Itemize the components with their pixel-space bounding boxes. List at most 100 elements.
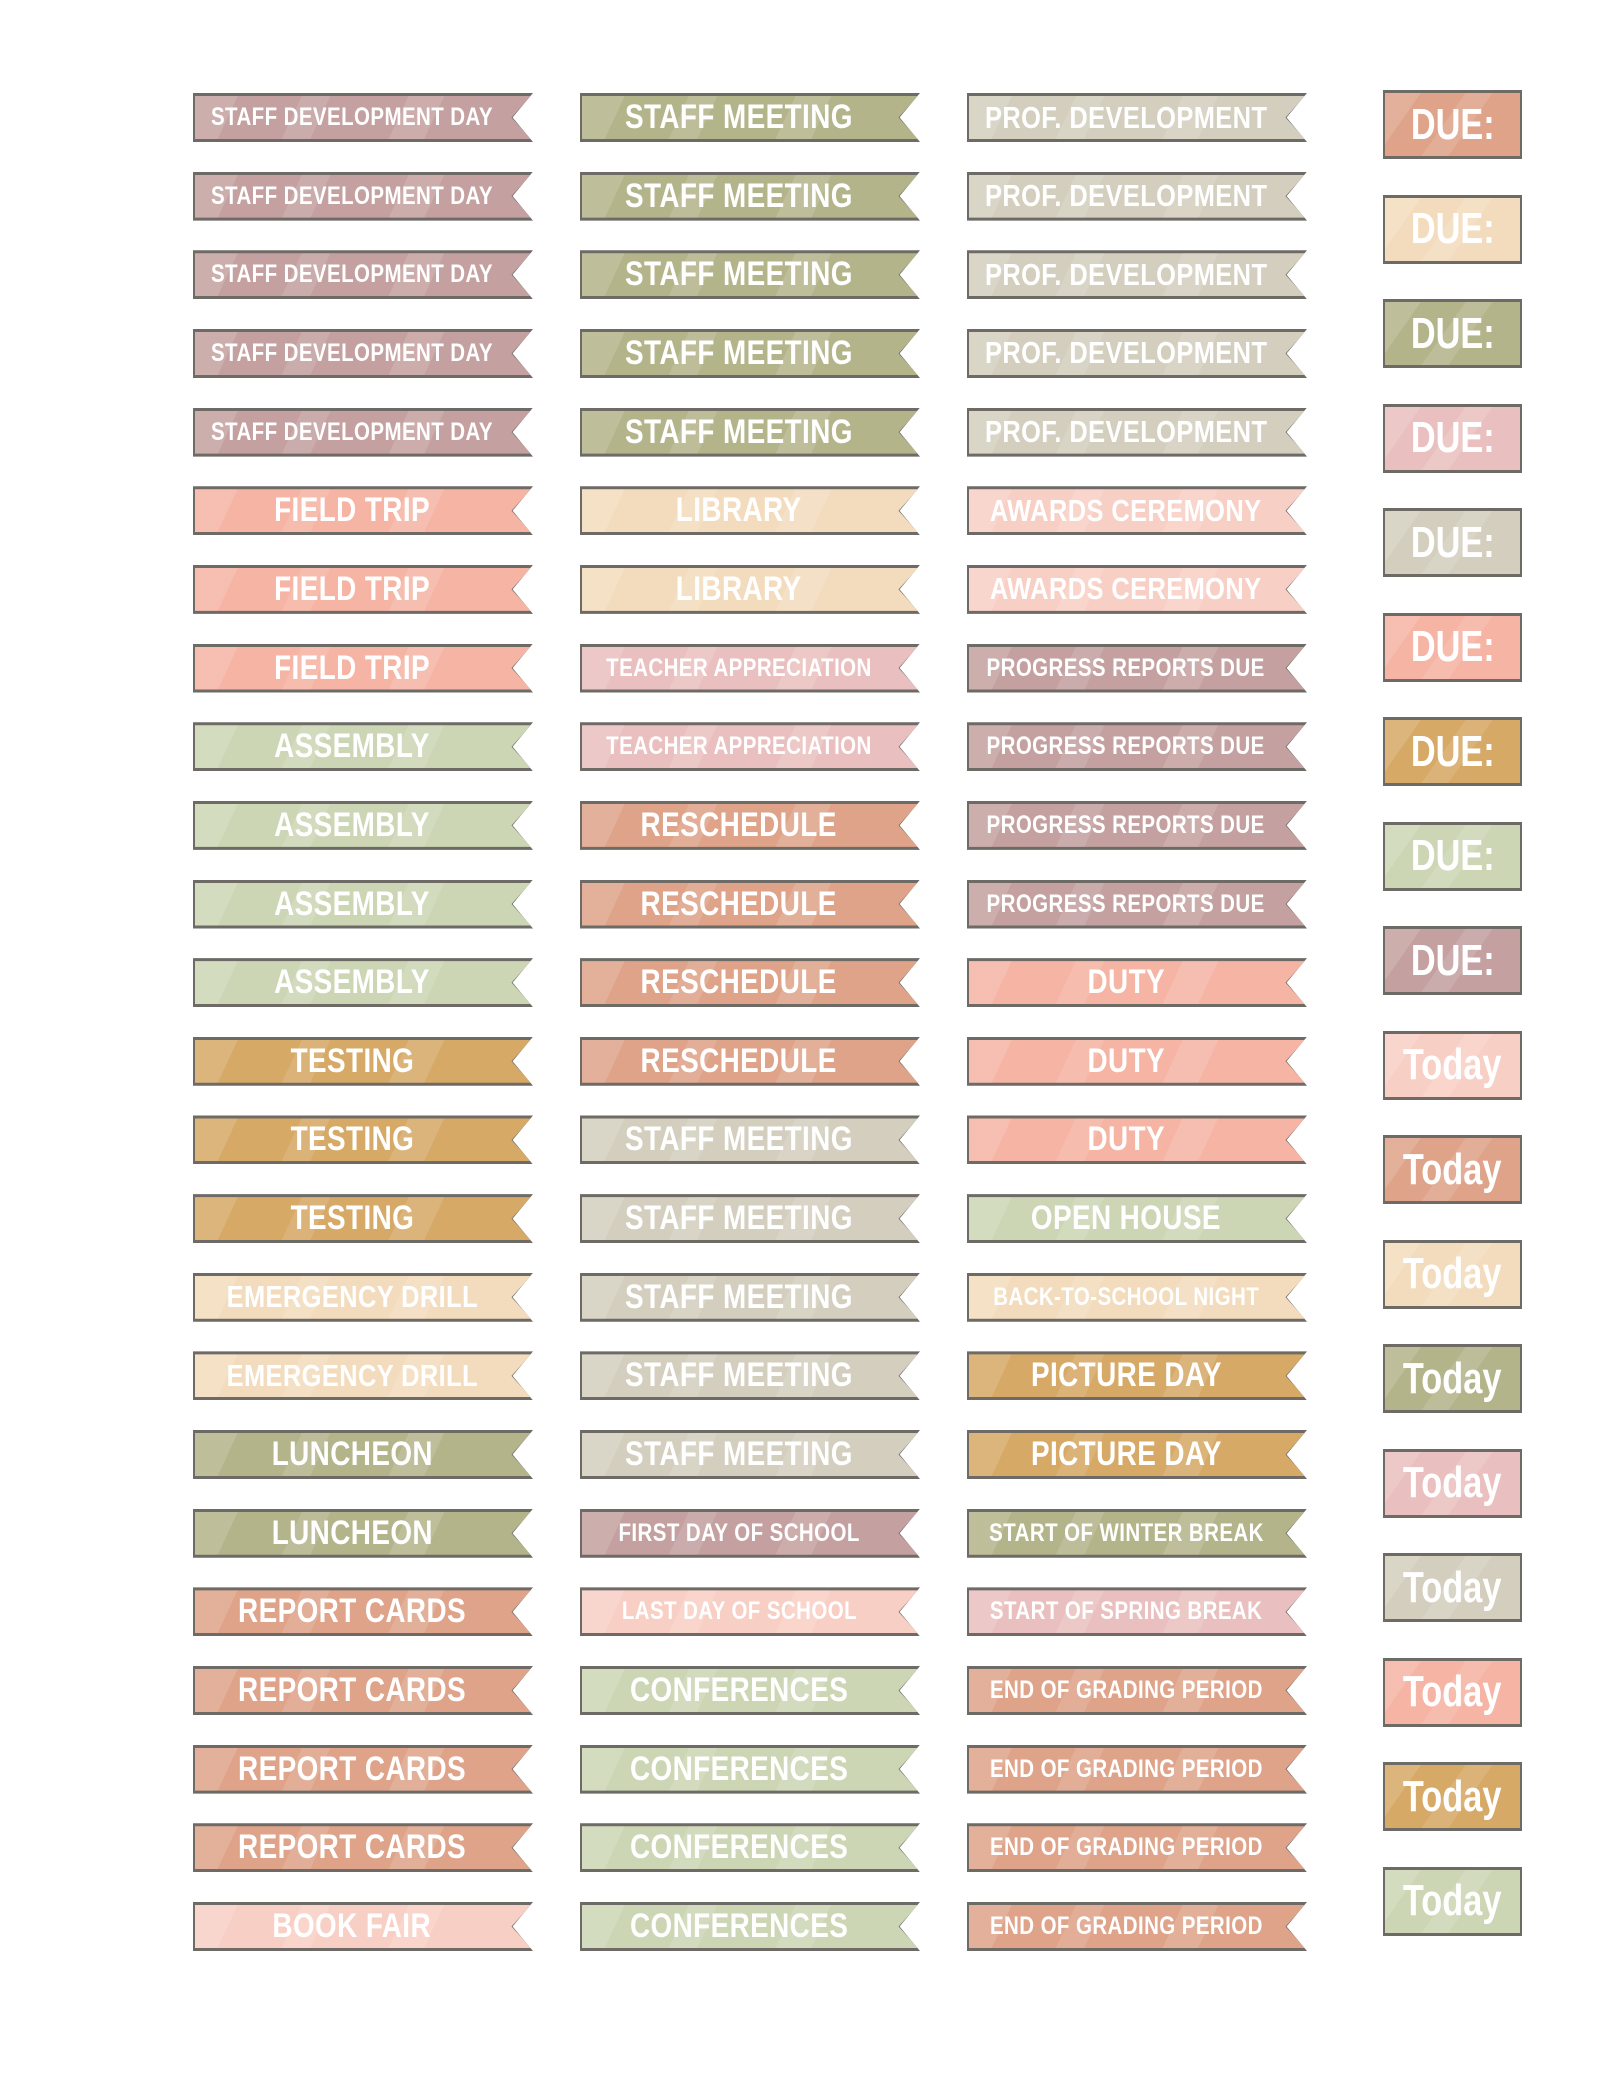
sticker-flag: EMERGENCY DRILL bbox=[193, 1272, 533, 1322]
sticker-flag: END OF GRADING PERIOD bbox=[967, 1901, 1307, 1951]
sticker-flag: PROF. DEVELOPMENT bbox=[967, 407, 1307, 457]
sticker-label: REPORT CARDS bbox=[238, 1671, 466, 1709]
tile-label: Today bbox=[1403, 1562, 1502, 1612]
sticker-label: RESCHEDULE bbox=[640, 1041, 838, 1080]
sticker-label: STAFF DEVELOPMENT DAY bbox=[211, 181, 493, 210]
tile-label: Today bbox=[1403, 1771, 1502, 1821]
sticker-label: PROF. DEVELOPMENT bbox=[984, 414, 1268, 450]
sticker-label: BACK-TO-SCHOOL NIGHT bbox=[993, 1282, 1259, 1311]
tile-label: Today bbox=[1403, 1144, 1502, 1194]
sticker-label: ASSEMBLY bbox=[274, 727, 430, 766]
sticker-flag: TEACHER APPRECIATION bbox=[580, 722, 920, 772]
sticker-label: STAFF MEETING bbox=[625, 1435, 853, 1474]
sticker-flag: FIELD TRIP bbox=[193, 486, 533, 536]
sticker-flag: CONFERENCES bbox=[580, 1823, 920, 1873]
sticker-flag: STAFF MEETING bbox=[580, 328, 920, 378]
sticker-flag: REPORT CARDS bbox=[193, 1744, 533, 1794]
sticker-flag: LUNCHEON bbox=[193, 1430, 533, 1480]
sticker-flag: LIBRARY bbox=[580, 564, 920, 614]
today-tile: Today bbox=[1383, 1030, 1522, 1100]
sticker-flag: TESTING bbox=[193, 1036, 533, 1086]
today-tile: Today bbox=[1383, 1762, 1522, 1831]
sticker-label: PROGRESS REPORTS DUE bbox=[986, 889, 1266, 918]
sticker-label: LIBRARY bbox=[676, 569, 802, 608]
sticker-flag: AWARDS CEREMONY bbox=[967, 564, 1307, 614]
sticker-label: ASSEMBLY bbox=[274, 963, 430, 1002]
sticker-label: STAFF MEETING bbox=[625, 1120, 853, 1159]
today-tile: Today bbox=[1383, 1448, 1522, 1518]
sticker-label: STAFF MEETING bbox=[625, 333, 853, 372]
sticker-label: TEACHER APPRECIATION bbox=[606, 732, 872, 761]
tile-label: Today bbox=[1403, 1249, 1502, 1298]
sticker-label: REPORT CARDS bbox=[238, 1592, 466, 1631]
sticker-label: STAFF DEVELOPMENT DAY bbox=[211, 338, 493, 367]
sticker-flag: STAFF MEETING bbox=[580, 1272, 920, 1322]
sticker-flag: STAFF MEETING bbox=[580, 93, 920, 142]
sticker-label: PROF. DEVELOPMENT bbox=[984, 178, 1268, 214]
due-tile: DUE: bbox=[1383, 612, 1522, 682]
sticker-flag: END OF GRADING PERIOD bbox=[967, 1823, 1307, 1873]
sticker-label: TESTING bbox=[290, 1120, 414, 1159]
due-tile: DUE: bbox=[1383, 508, 1522, 577]
sticker-flag: REPORT CARDS bbox=[193, 1666, 533, 1715]
sticker-label: DUTY bbox=[1087, 1041, 1165, 1080]
sticker-flag: PROGRESS REPORTS DUE bbox=[967, 722, 1307, 772]
sticker-flag: START OF WINTER BREAK bbox=[967, 1508, 1307, 1558]
sticker-label: PROF. DEVELOPMENT bbox=[984, 335, 1268, 371]
sticker-flag: CONFERENCES bbox=[580, 1666, 920, 1715]
sticker-label: END OF GRADING PERIOD bbox=[989, 1676, 1263, 1704]
sticker-label: FIELD TRIP bbox=[274, 648, 430, 687]
tile-label: Today bbox=[1403, 1667, 1502, 1716]
sticker-label: LAST DAY OF SCHOOL bbox=[621, 1597, 857, 1626]
today-tile: Today bbox=[1383, 1553, 1522, 1622]
sticker-label: CONFERENCES bbox=[629, 1749, 849, 1788]
sticker-flag: STAFF MEETING bbox=[580, 1351, 920, 1401]
sticker-flag: LIBRARY bbox=[580, 486, 920, 536]
due-tile: DUE: bbox=[1383, 926, 1522, 995]
tile-label: DUE: bbox=[1410, 413, 1495, 462]
sticker-label: PROGRESS REPORTS DUE bbox=[986, 732, 1266, 761]
sticker-label: TESTING bbox=[290, 1199, 414, 1238]
sticker-label: FIELD TRIP bbox=[274, 569, 430, 608]
sticker-flag: END OF GRADING PERIOD bbox=[967, 1666, 1307, 1715]
sticker-label: STAFF MEETING bbox=[625, 255, 853, 294]
sticker-flag: PROGRESS REPORTS DUE bbox=[967, 800, 1307, 850]
sticker-label: PICTURE DAY bbox=[1030, 1356, 1222, 1395]
sticker-label: LUNCHEON bbox=[271, 1513, 433, 1552]
today-tile: Today bbox=[1383, 1344, 1522, 1413]
sticker-flag: ASSEMBLY bbox=[193, 879, 533, 929]
tile-label: DUE: bbox=[1410, 517, 1495, 567]
sticker-flag: PROF. DEVELOPMENT bbox=[967, 250, 1307, 300]
sticker-label: END OF GRADING PERIOD bbox=[989, 1833, 1263, 1862]
sticker-label: START OF SPRING BREAK bbox=[989, 1597, 1263, 1626]
sticker-flag: PROGRESS REPORTS DUE bbox=[967, 879, 1307, 929]
sticker-flag: STAFF MEETING bbox=[580, 171, 920, 221]
due-tile: DUE: bbox=[1383, 717, 1522, 786]
sticker-flag: DUTY bbox=[967, 1115, 1307, 1165]
sticker-flag: FIELD TRIP bbox=[193, 643, 533, 693]
sticker-flag: BOOK FAIR bbox=[193, 1901, 533, 1951]
sticker-flag: DUTY bbox=[967, 958, 1307, 1008]
today-tile: Today bbox=[1383, 1135, 1522, 1204]
today-tile: Today bbox=[1383, 1239, 1522, 1309]
sticker-label: STAFF MEETING bbox=[625, 176, 853, 215]
sticker-flag: STAFF MEETING bbox=[580, 407, 920, 457]
sticker-flag: CONFERENCES bbox=[580, 1744, 920, 1794]
tile-label: DUE: bbox=[1410, 831, 1495, 880]
sticker-flag: PROGRESS REPORTS DUE bbox=[967, 643, 1307, 693]
sticker-label: REPORT CARDS bbox=[238, 1828, 466, 1867]
sticker-label: DUTY bbox=[1087, 963, 1165, 1002]
sticker-flag: TESTING bbox=[193, 1194, 533, 1244]
sticker-flag: FIELD TRIP bbox=[193, 564, 533, 614]
sticker-flag: AWARDS CEREMONY bbox=[967, 486, 1307, 536]
sticker-label: END OF GRADING PERIOD bbox=[989, 1911, 1263, 1940]
due-tile: DUE: bbox=[1383, 299, 1522, 368]
sticker-flag: STAFF DEVELOPMENT DAY bbox=[193, 407, 533, 457]
today-tile: Today bbox=[1383, 1866, 1522, 1936]
sticker-label: END OF GRADING PERIOD bbox=[989, 1754, 1263, 1783]
sticker-label: LUNCHEON bbox=[271, 1435, 433, 1474]
sticker-flag: REPORT CARDS bbox=[193, 1823, 533, 1873]
sticker-flag: RESCHEDULE bbox=[580, 800, 920, 850]
sticker-flag: STAFF MEETING bbox=[580, 1115, 920, 1165]
sticker-label: EMERGENCY DRILL bbox=[226, 1357, 478, 1393]
